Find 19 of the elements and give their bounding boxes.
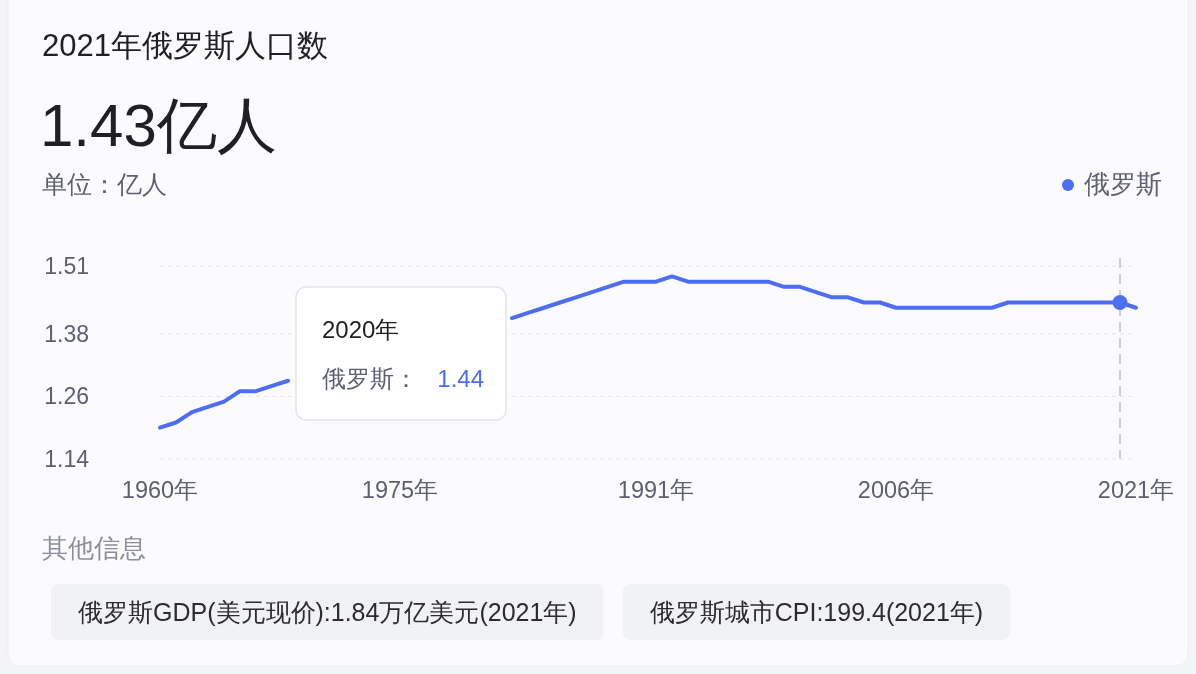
- y-tick-label: 1.38: [44, 320, 89, 347]
- x-tick-label: 2021年: [1097, 477, 1175, 503]
- annotation: 俄罗斯：: [322, 365, 418, 392]
- y-tick-label: 1.14: [44, 446, 90, 472]
- text: 其他信息: [42, 533, 146, 563]
- x-tick-label: 1975年: [361, 477, 439, 503]
- y-tick-label: 1.26: [44, 383, 89, 410]
- x-tick-label: 1960年: [121, 477, 199, 503]
- y-tick-label: 1.51: [44, 253, 89, 279]
- legend-label: 俄罗斯: [1084, 169, 1162, 199]
- x-tick-label: 1991年: [617, 477, 695, 503]
- annotation: 1.44: [437, 365, 484, 392]
- x-tick-label: 2006年: [857, 477, 935, 503]
- annotation: 2020年: [322, 316, 400, 343]
- chart-title: 2021年俄罗斯人口数: [42, 28, 328, 63]
- text: 俄罗斯城市CPI:199.4(2021年): [649, 598, 984, 626]
- chart-subtitle: 1.43亿人: [40, 92, 277, 159]
- y-axis-title: 单位：亿人: [42, 170, 167, 198]
- text: 俄罗斯GDP(美元现价):1.84万亿美元(2021年): [78, 598, 577, 626]
